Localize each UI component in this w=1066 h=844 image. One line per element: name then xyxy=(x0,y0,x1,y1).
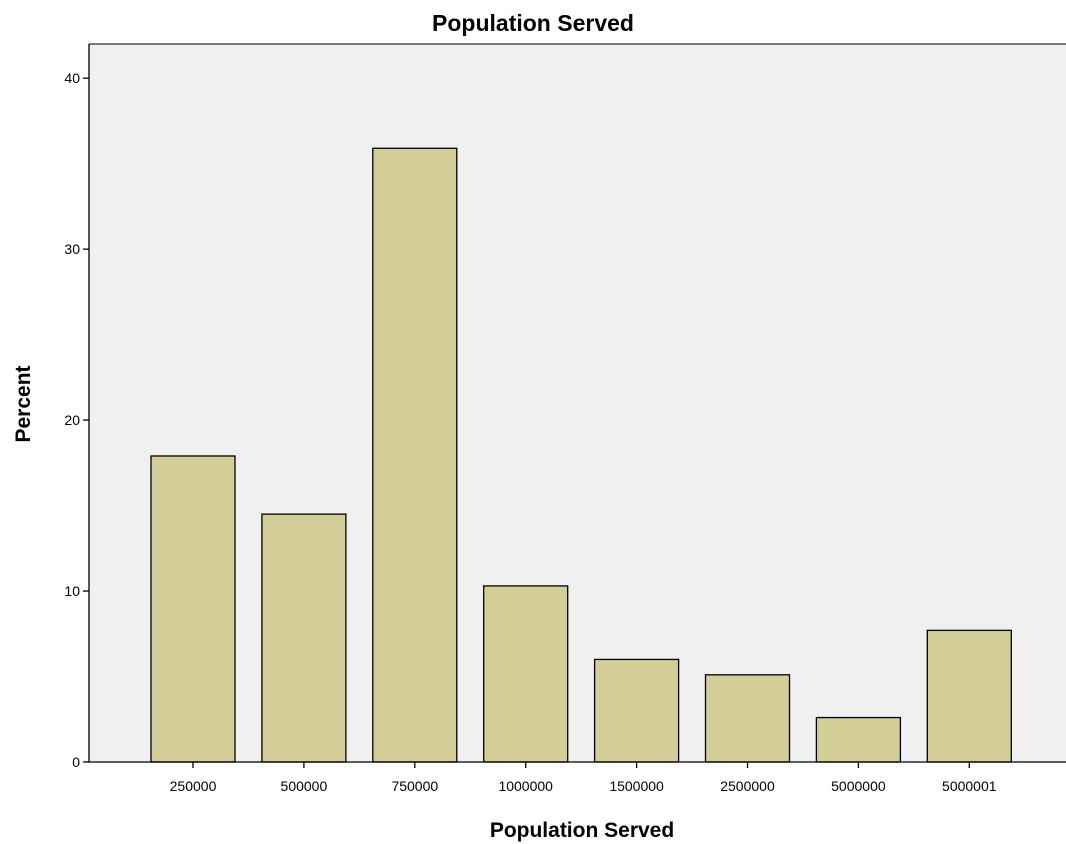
y-tick-label: 30 xyxy=(64,241,80,257)
y-tick-label: 20 xyxy=(64,412,80,428)
bar-500000 xyxy=(261,513,347,763)
y-axis: 0 10 20 30 40 xyxy=(64,43,1066,770)
bar-2500000 xyxy=(704,674,791,763)
bar-1000000 xyxy=(483,585,569,763)
x-axis-title: Population Served xyxy=(490,819,674,842)
y-axis-title: Percent xyxy=(12,365,35,442)
bar-750000 xyxy=(372,147,458,763)
x-tick-label: 5000000 xyxy=(831,778,886,794)
x-tick-label: 250000 xyxy=(170,778,217,794)
y-tick-label: 10 xyxy=(64,583,80,599)
y-tick-label: 0 xyxy=(72,754,80,770)
y-tick-label: 40 xyxy=(64,70,80,86)
bar-5000001 xyxy=(926,629,1012,763)
bar-1500000 xyxy=(593,658,680,763)
x-tick-label: 750000 xyxy=(391,778,438,794)
chart-title: Population Served xyxy=(432,10,634,36)
bar-5000000 xyxy=(815,716,902,763)
x-tick-label: 1500000 xyxy=(609,778,664,794)
bars-group xyxy=(150,147,1012,763)
plot-area xyxy=(89,44,1066,762)
x-axis: 250000 500000 750000 1000000 1500000 2500000 5… xyxy=(89,761,1066,794)
x-tick-label: 500000 xyxy=(281,778,328,794)
bar-250000 xyxy=(150,455,236,763)
x-tick-label: 2500000 xyxy=(720,778,775,794)
x-tick-label: 1000000 xyxy=(498,778,553,794)
x-tick-label: 5000001 xyxy=(942,778,997,794)
